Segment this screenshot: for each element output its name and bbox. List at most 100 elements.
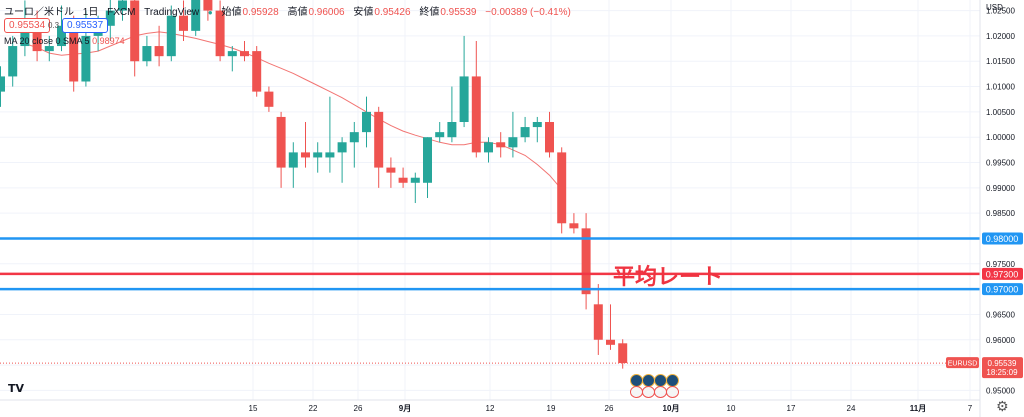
- candle[interactable]: [288, 142, 298, 188]
- candle[interactable]: [118, 0, 127, 21]
- candle[interactable]: [593, 284, 603, 355]
- candle[interactable]: [179, 0, 188, 41]
- ma-legend-value: 0.98974: [92, 36, 125, 46]
- sell-price-button[interactable]: 0.95534: [4, 18, 51, 33]
- candle[interactable]: [105, 0, 115, 41]
- candle-body: [496, 142, 506, 148]
- candle[interactable]: [215, 0, 225, 62]
- candle-body: [569, 223, 579, 229]
- candle[interactable]: [520, 116, 530, 143]
- candle[interactable]: [44, 35, 54, 62]
- market-status-icon: ●: [207, 8, 213, 17]
- candle-body: [288, 152, 298, 168]
- interval[interactable]: 1日: [82, 7, 99, 18]
- candle[interactable]: [423, 137, 432, 198]
- candle[interactable]: [374, 106, 384, 188]
- candle-body: [545, 122, 554, 153]
- horizontal-line-price-label-bg: [982, 283, 1023, 296]
- candle[interactable]: [532, 116, 542, 143]
- price-tick-label: 0.96500: [986, 310, 1015, 319]
- symbol-name[interactable]: ユーロ／米ドル: [4, 7, 74, 18]
- ma-legend-text: MA 20 close 0 SMA 5: [4, 36, 90, 46]
- candle[interactable]: [8, 35, 18, 87]
- candle[interactable]: [484, 137, 493, 163]
- candle-body: [484, 142, 493, 153]
- candle[interactable]: [325, 96, 335, 173]
- event-icon[interactable]: [666, 386, 679, 398]
- candle-body: [301, 152, 310, 158]
- candle-body: [459, 76, 469, 123]
- ma-legend[interactable]: MA 20 close 0 SMA 5 0.98974: [4, 36, 125, 46]
- candle[interactable]: [618, 339, 628, 369]
- time-tick-label: 22: [309, 404, 318, 413]
- candle-body: [215, 10, 225, 57]
- candle[interactable]: [337, 137, 347, 183]
- candle[interactable]: [435, 122, 445, 143]
- candle-body: [325, 152, 335, 158]
- current-price-label: 0.95539: [988, 359, 1017, 368]
- candle[interactable]: [447, 86, 457, 143]
- candle[interactable]: [508, 111, 518, 158]
- candle-body: [69, 25, 79, 82]
- candle[interactable]: [557, 147, 567, 234]
- candle[interactable]: [166, 5, 176, 62]
- candle-body: [191, 0, 201, 31]
- candle[interactable]: [240, 40, 249, 62]
- buy-price-button[interactable]: 0.95537: [62, 18, 109, 33]
- candle[interactable]: [227, 46, 237, 72]
- candle-body: [337, 142, 347, 153]
- candle[interactable]: [496, 132, 506, 158]
- time-tick-label: 7: [968, 404, 973, 413]
- price-axis-unit: USD: [986, 3, 1003, 12]
- candle-body: [105, 10, 115, 26]
- candle[interactable]: [410, 172, 420, 204]
- price-tick-label: 1.01000: [986, 83, 1015, 92]
- candle[interactable]: [276, 111, 286, 188]
- candle-body: [435, 132, 445, 138]
- price-tick-label: 1.02500: [986, 7, 1015, 16]
- candle-body: [581, 228, 591, 295]
- candle[interactable]: [191, 0, 201, 36]
- candle-body: [398, 177, 408, 183]
- candle[interactable]: [301, 122, 310, 168]
- time-tick-label: 10月: [663, 404, 680, 413]
- ohlc-open-value: 0.95928: [242, 7, 279, 18]
- candle-body: [508, 137, 518, 148]
- time-tick-label: 12: [486, 404, 495, 413]
- candle-body: [606, 339, 615, 345]
- candle-body: [179, 15, 188, 31]
- candle[interactable]: [154, 25, 164, 67]
- candle[interactable]: [606, 304, 615, 350]
- candle[interactable]: [252, 46, 262, 97]
- candle-body: [227, 51, 237, 57]
- candle-body: [532, 122, 542, 128]
- time-tick-label: 24: [847, 404, 856, 413]
- candle[interactable]: [459, 35, 469, 128]
- settings-gear-icon[interactable]: ⚙: [996, 399, 1009, 415]
- candle[interactable]: [57, 5, 66, 52]
- candle[interactable]: [130, 0, 140, 77]
- candle[interactable]: [203, 0, 213, 21]
- candle[interactable]: [264, 86, 274, 112]
- candle[interactable]: [142, 35, 152, 67]
- price-tick-label: 0.95000: [986, 386, 1015, 395]
- candle[interactable]: [362, 96, 371, 148]
- chart-header: ユーロ／米ドル 1日 FXCM TradingView ● 始値0.95928 …: [4, 3, 577, 18]
- candle[interactable]: [313, 142, 323, 173]
- candle-body: [57, 25, 66, 47]
- price-tick-label: 1.00000: [986, 133, 1015, 142]
- symbol-badge-bg: [946, 357, 979, 369]
- candle[interactable]: [349, 122, 359, 168]
- average-rate-annotation[interactable]: 平均レート: [613, 265, 724, 290]
- candle[interactable]: [545, 111, 554, 158]
- candle[interactable]: [0, 66, 5, 107]
- candle-body: [276, 116, 286, 168]
- candle[interactable]: [471, 40, 481, 158]
- candle-body: [252, 51, 262, 92]
- candle[interactable]: [386, 157, 396, 188]
- candle[interactable]: [581, 213, 591, 310]
- candle[interactable]: [398, 167, 408, 188]
- candle[interactable]: [569, 213, 579, 234]
- candle-body: [203, 0, 213, 11]
